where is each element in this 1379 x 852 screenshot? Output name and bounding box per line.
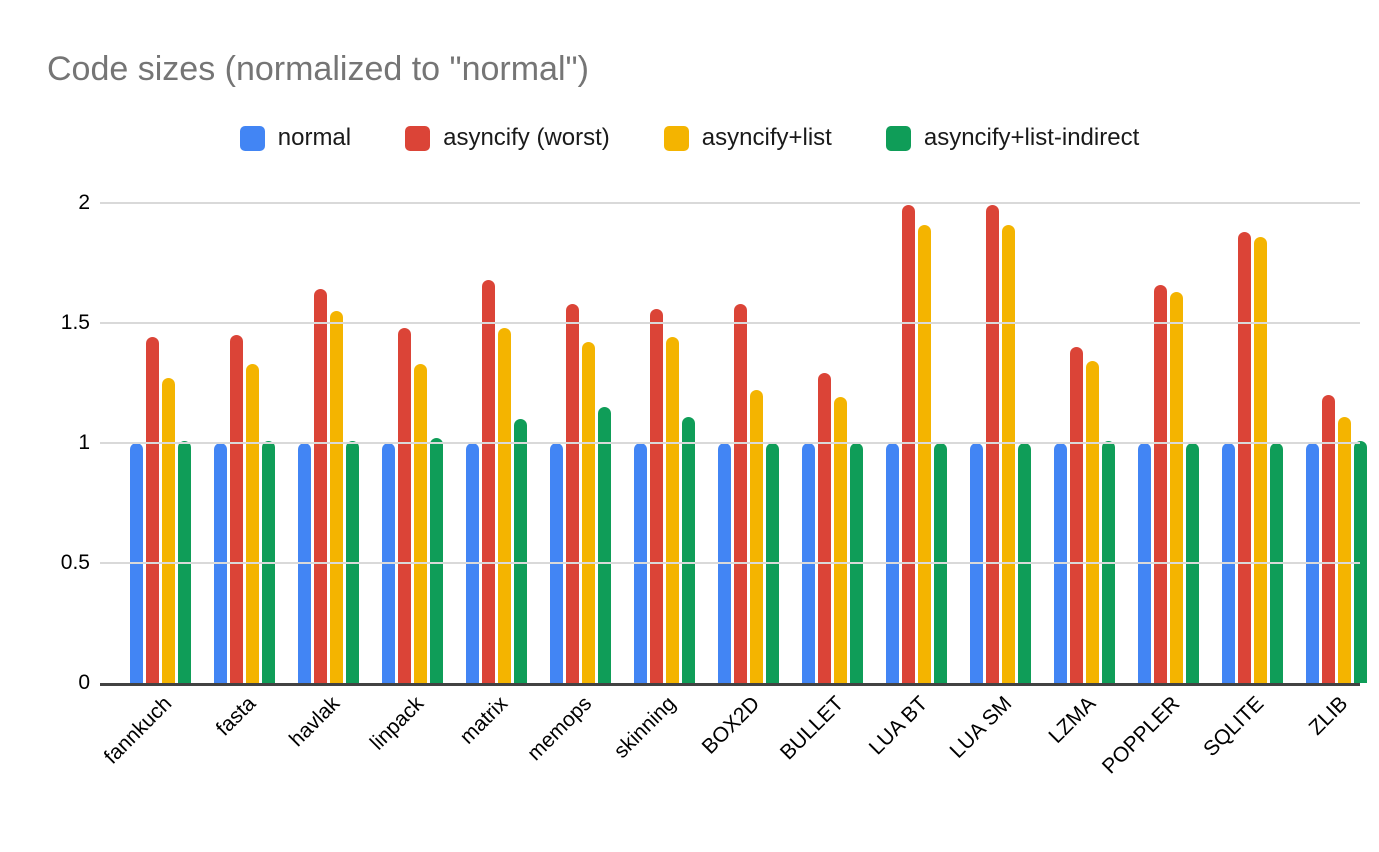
- x-tick-label-memops: memops: [523, 692, 597, 766]
- x-tick-label-BOX2D: BOX2D: [697, 692, 765, 759]
- bar-group-POPPLER: [1126, 203, 1210, 683]
- bar-group-LZMA: [1042, 203, 1126, 683]
- bar-asyncify+list-linpack: [413, 363, 427, 683]
- bar-asyncify+list-indirect-linpack: [429, 438, 443, 683]
- legend-swatch-asyncify-list: [663, 125, 689, 151]
- bar-asyncify+list-ZLIB: [1337, 416, 1351, 683]
- x-tick-label-SQLITE: SQLITE: [1199, 692, 1269, 762]
- x-tick-label-LUA SM: LUA SM: [945, 692, 1017, 763]
- bar-asyncify+list-LUA SM: [1001, 224, 1015, 683]
- x-tick-label-LUA BT: LUA BT: [864, 692, 933, 760]
- y-tick-label-2: 2: [78, 191, 90, 214]
- legend-item-asyncify-list-indirect: asyncify+list-indirect: [885, 124, 1140, 152]
- gridline-2: [100, 202, 1360, 204]
- bar-asyncify-worst--matrix: [481, 279, 495, 683]
- y-axis: 0 0.5 1 1.5 2: [0, 191, 90, 694]
- x-tick-label-havlak: havlak: [285, 692, 345, 752]
- bar-asyncify-worst--POPPLER: [1153, 284, 1167, 683]
- bar-group-fasta: [202, 203, 286, 683]
- bar-asyncify-worst--SQLITE: [1237, 231, 1251, 683]
- x-tick-label-linpack: linpack: [365, 692, 429, 755]
- bar-asyncify-worst--havlak: [313, 289, 327, 683]
- bar-asyncify+list-POPPLER: [1169, 291, 1183, 683]
- y-tick-label-1.5: 1.5: [60, 311, 90, 334]
- x-tick-label-skinning: skinning: [609, 692, 681, 763]
- bar-asyncify+list-fasta: [245, 363, 259, 683]
- legend-label-asyncify-worst: asyncify (worst): [443, 124, 610, 151]
- y-tick-label-1: 1: [78, 431, 90, 454]
- legend-label-asyncify-list-indirect: asyncify+list-indirect: [923, 124, 1140, 151]
- x-tick-label-fasta: fasta: [211, 692, 261, 741]
- bar-asyncify+list-BULLET: [833, 397, 847, 683]
- bar-asyncify+list-indirect-memops: [597, 407, 611, 683]
- bar-asyncify-worst--fannkuch: [145, 337, 159, 683]
- bar-asyncify-worst--LZMA: [1069, 347, 1083, 683]
- x-axis: fannkuch fasta havlak linpack matrix memops sk…: [100, 692, 1360, 842]
- legend-item-normal: normal: [239, 124, 352, 152]
- bar-asyncify+list-havlak: [329, 311, 343, 683]
- legend-label-normal: normal: [277, 124, 352, 151]
- x-tick-label-matrix: matrix: [455, 692, 513, 749]
- chart-title: Code sizes (normalized to "normal"): [47, 50, 589, 88]
- bar-asyncify-worst--memops: [565, 303, 579, 683]
- bar-asyncify-worst--BOX2D: [733, 303, 747, 683]
- x-tick-label-BULLET: BULLET: [775, 692, 849, 765]
- bar-asyncify+list-indirect-ZLIB: [1353, 440, 1367, 683]
- bar-asyncify+list-matrix: [497, 327, 511, 683]
- bar-asyncify+list-indirect-havlak: [345, 440, 359, 683]
- bar-asyncify+list-BOX2D: [749, 390, 763, 683]
- bar-asyncify-worst--LUA SM: [985, 205, 999, 683]
- legend-swatch-normal: [239, 125, 265, 151]
- bar-asyncify-worst--ZLIB: [1321, 395, 1335, 683]
- bar-asyncify+list-indirect-fasta: [261, 440, 275, 683]
- legend-swatch-asyncify-list-indirect: [885, 125, 911, 151]
- bar-asyncify+list-indirect-matrix: [513, 419, 527, 683]
- gridline-1.5: [100, 322, 1360, 324]
- bar-asyncify-worst--LUA BT: [901, 205, 915, 683]
- legend-swatch-asyncify-worst: [405, 125, 431, 151]
- bar-asyncify+list-indirect-skinning: [681, 416, 695, 683]
- legend-label-asyncify-list: asyncify+list: [701, 124, 832, 151]
- bar-asyncify-worst--linpack: [397, 327, 411, 683]
- bar-asyncify+list-LZMA: [1085, 361, 1099, 683]
- x-tick-label-fannkuch: fannkuch: [99, 692, 177, 769]
- bar-group-fannkuch: [118, 203, 202, 683]
- x-tick-label-POPPLER: POPPLER: [1097, 692, 1185, 779]
- legend-item-asyncify-worst: asyncify (worst): [405, 124, 610, 152]
- plot-area: [100, 202, 1367, 686]
- gridline-1: [100, 442, 1360, 444]
- gridline-0.5: [100, 562, 1360, 564]
- bar-asyncify+list-LUA BT: [917, 224, 931, 683]
- bar-asyncify+list-skinning: [665, 337, 679, 683]
- bar-asyncify-worst--BULLET: [817, 373, 831, 683]
- bar-asyncify-worst--fasta: [229, 335, 243, 683]
- x-tick-label-ZLIB: ZLIB: [1304, 692, 1353, 740]
- bar-asyncify+list-indirect-fannkuch: [177, 440, 191, 683]
- legend-item-asyncify-list: asyncify+list: [663, 124, 832, 152]
- bar-asyncify-worst--skinning: [649, 308, 663, 683]
- chart-legend: normal asyncify (worst) asyncify+list as…: [0, 124, 1379, 152]
- y-tick-label-0.5: 0.5: [60, 551, 90, 574]
- bar-asyncify+list-indirect-LZMA: [1101, 440, 1115, 683]
- bar-asyncify+list-fannkuch: [161, 378, 175, 683]
- bar-asyncify+list-memops: [581, 342, 595, 683]
- bar-asyncify+list-SQLITE: [1253, 236, 1267, 683]
- y-tick-label-0: 0: [78, 671, 90, 694]
- x-tick-label-LZMA: LZMA: [1044, 692, 1101, 748]
- bar-group-skinning: [622, 203, 706, 683]
